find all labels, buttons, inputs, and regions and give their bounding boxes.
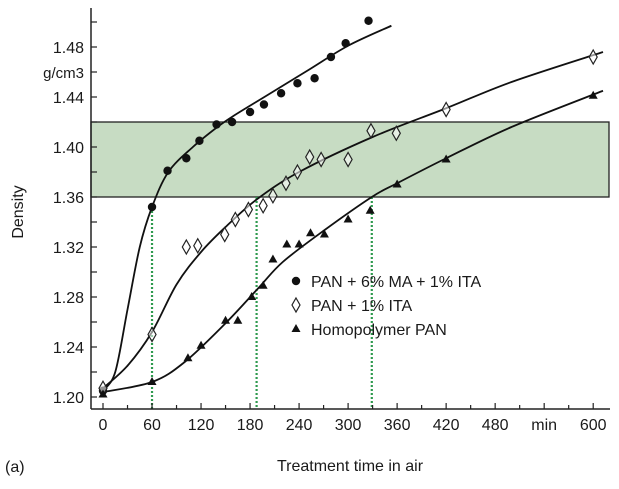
x-tick-label: min: [531, 417, 557, 434]
x-axis-title: Treatment time in air: [277, 458, 424, 475]
data-point-diamond: [181, 238, 192, 256]
data-point-diamond: [343, 151, 353, 168]
data-point-diamond: [268, 187, 278, 204]
guide-lines: [150, 197, 373, 409]
data-point-circle: [310, 74, 319, 83]
data-point-circle: [182, 154, 191, 163]
data-point-diamond: [441, 101, 451, 118]
data-point-diamond: [193, 237, 203, 254]
data-point-triangle: [98, 389, 108, 398]
data-point-triangle: [294, 239, 304, 248]
legend-label: Homopolymer PAN: [311, 322, 447, 339]
data-point-circle: [147, 202, 157, 212]
data-point-circle: [326, 52, 336, 62]
x-tick-label: 240: [286, 417, 313, 434]
data-point-diamond: [147, 326, 157, 343]
data-point-circle: [163, 166, 172, 175]
y-tick-label: 1.40: [53, 140, 84, 157]
data-point-circle: [293, 79, 302, 88]
legend-label: PAN + 1% ITA: [311, 298, 413, 315]
y-tick-label: 1.24: [53, 340, 84, 357]
data-point-triangle: [588, 90, 598, 99]
data-point-triangle: [147, 377, 157, 385]
data-points: [98, 16, 598, 398]
data-point-triangle: [183, 353, 193, 362]
data-point-diamond: [258, 197, 268, 214]
data-point-diamond: [391, 125, 401, 142]
axis-ticks: [91, 21, 594, 409]
data-point-circle: [245, 107, 255, 117]
panel-label: (a): [5, 459, 25, 476]
data-point-triangle: [319, 229, 329, 238]
legend-diamond-icon: [291, 296, 301, 314]
data-point-triangle: [392, 179, 402, 188]
x-tick-labels: 0 60 120 180 240 300 360 420 480 min 600: [99, 417, 607, 434]
y-tick-label: 1.36: [53, 190, 84, 207]
data-point-triangle: [268, 254, 278, 263]
data-point-diamond: [305, 148, 315, 166]
x-tick-label: 120: [188, 417, 215, 434]
x-tick-label: 300: [335, 417, 362, 434]
legend: PAN + 6% MA + 1% ITA PAN + 1% ITA Homopoly…: [291, 274, 481, 339]
data-point-diamond: [220, 226, 230, 243]
data-point-circle: [227, 117, 237, 127]
y-tick-label: 1.48: [53, 40, 84, 57]
data-point-triangle: [258, 280, 268, 289]
legend-triangle-icon: [291, 324, 301, 332]
x-tick-label: 480: [482, 417, 509, 434]
data-point-triangle: [282, 239, 292, 248]
data-point-triangle: [247, 292, 257, 300]
data-point-circle: [276, 89, 286, 98]
x-tick-label: 420: [433, 417, 460, 434]
data-point-triangle: [343, 214, 353, 223]
data-point-circle: [259, 100, 269, 109]
data-point-triangle: [306, 228, 316, 237]
fit-curve-circle: [102, 24, 392, 392]
data-point-triangle: [221, 315, 231, 324]
legend-circle-icon: [291, 276, 301, 286]
data-point-diamond: [588, 48, 598, 66]
x-tick-label: 0: [99, 417, 108, 434]
y-tick-label: 1.20: [53, 390, 84, 407]
data-point-circle: [212, 120, 221, 129]
x-tick-label: 60: [143, 417, 161, 434]
data-point-triangle: [196, 340, 206, 349]
data-point-triangle: [365, 205, 375, 214]
data-point-diamond: [243, 201, 254, 218]
data-point-triangle: [233, 315, 243, 324]
data-point-diamond: [281, 175, 291, 192]
x-tick-label: 600: [580, 417, 607, 434]
y-tick-labels: 1.20 1.24 1.28 1.32 1.36 1.40 1.44 1.48: [53, 40, 84, 407]
y-tick-label: 1.32: [53, 240, 84, 257]
data-point-circle: [195, 136, 204, 145]
y-tick-label: 1.44: [53, 90, 84, 107]
fit-curve-triangle: [102, 89, 604, 393]
data-point-circle: [364, 16, 373, 25]
data-point-diamond: [230, 211, 241, 228]
x-tick-label: 360: [384, 417, 411, 434]
data-point-diamond: [316, 151, 326, 168]
y-unit-label: g/cm3: [43, 65, 84, 82]
y-tick-label: 1.28: [53, 290, 84, 307]
x-tick-label: 180: [237, 417, 264, 434]
data-point-triangle: [441, 154, 451, 163]
legend-label: PAN + 6% MA + 1% ITA: [311, 274, 481, 291]
data-point-circle: [341, 39, 350, 48]
y-axis-title: Density: [10, 185, 27, 238]
data-point-diamond: [292, 163, 303, 181]
data-point-diamond: [366, 122, 376, 139]
